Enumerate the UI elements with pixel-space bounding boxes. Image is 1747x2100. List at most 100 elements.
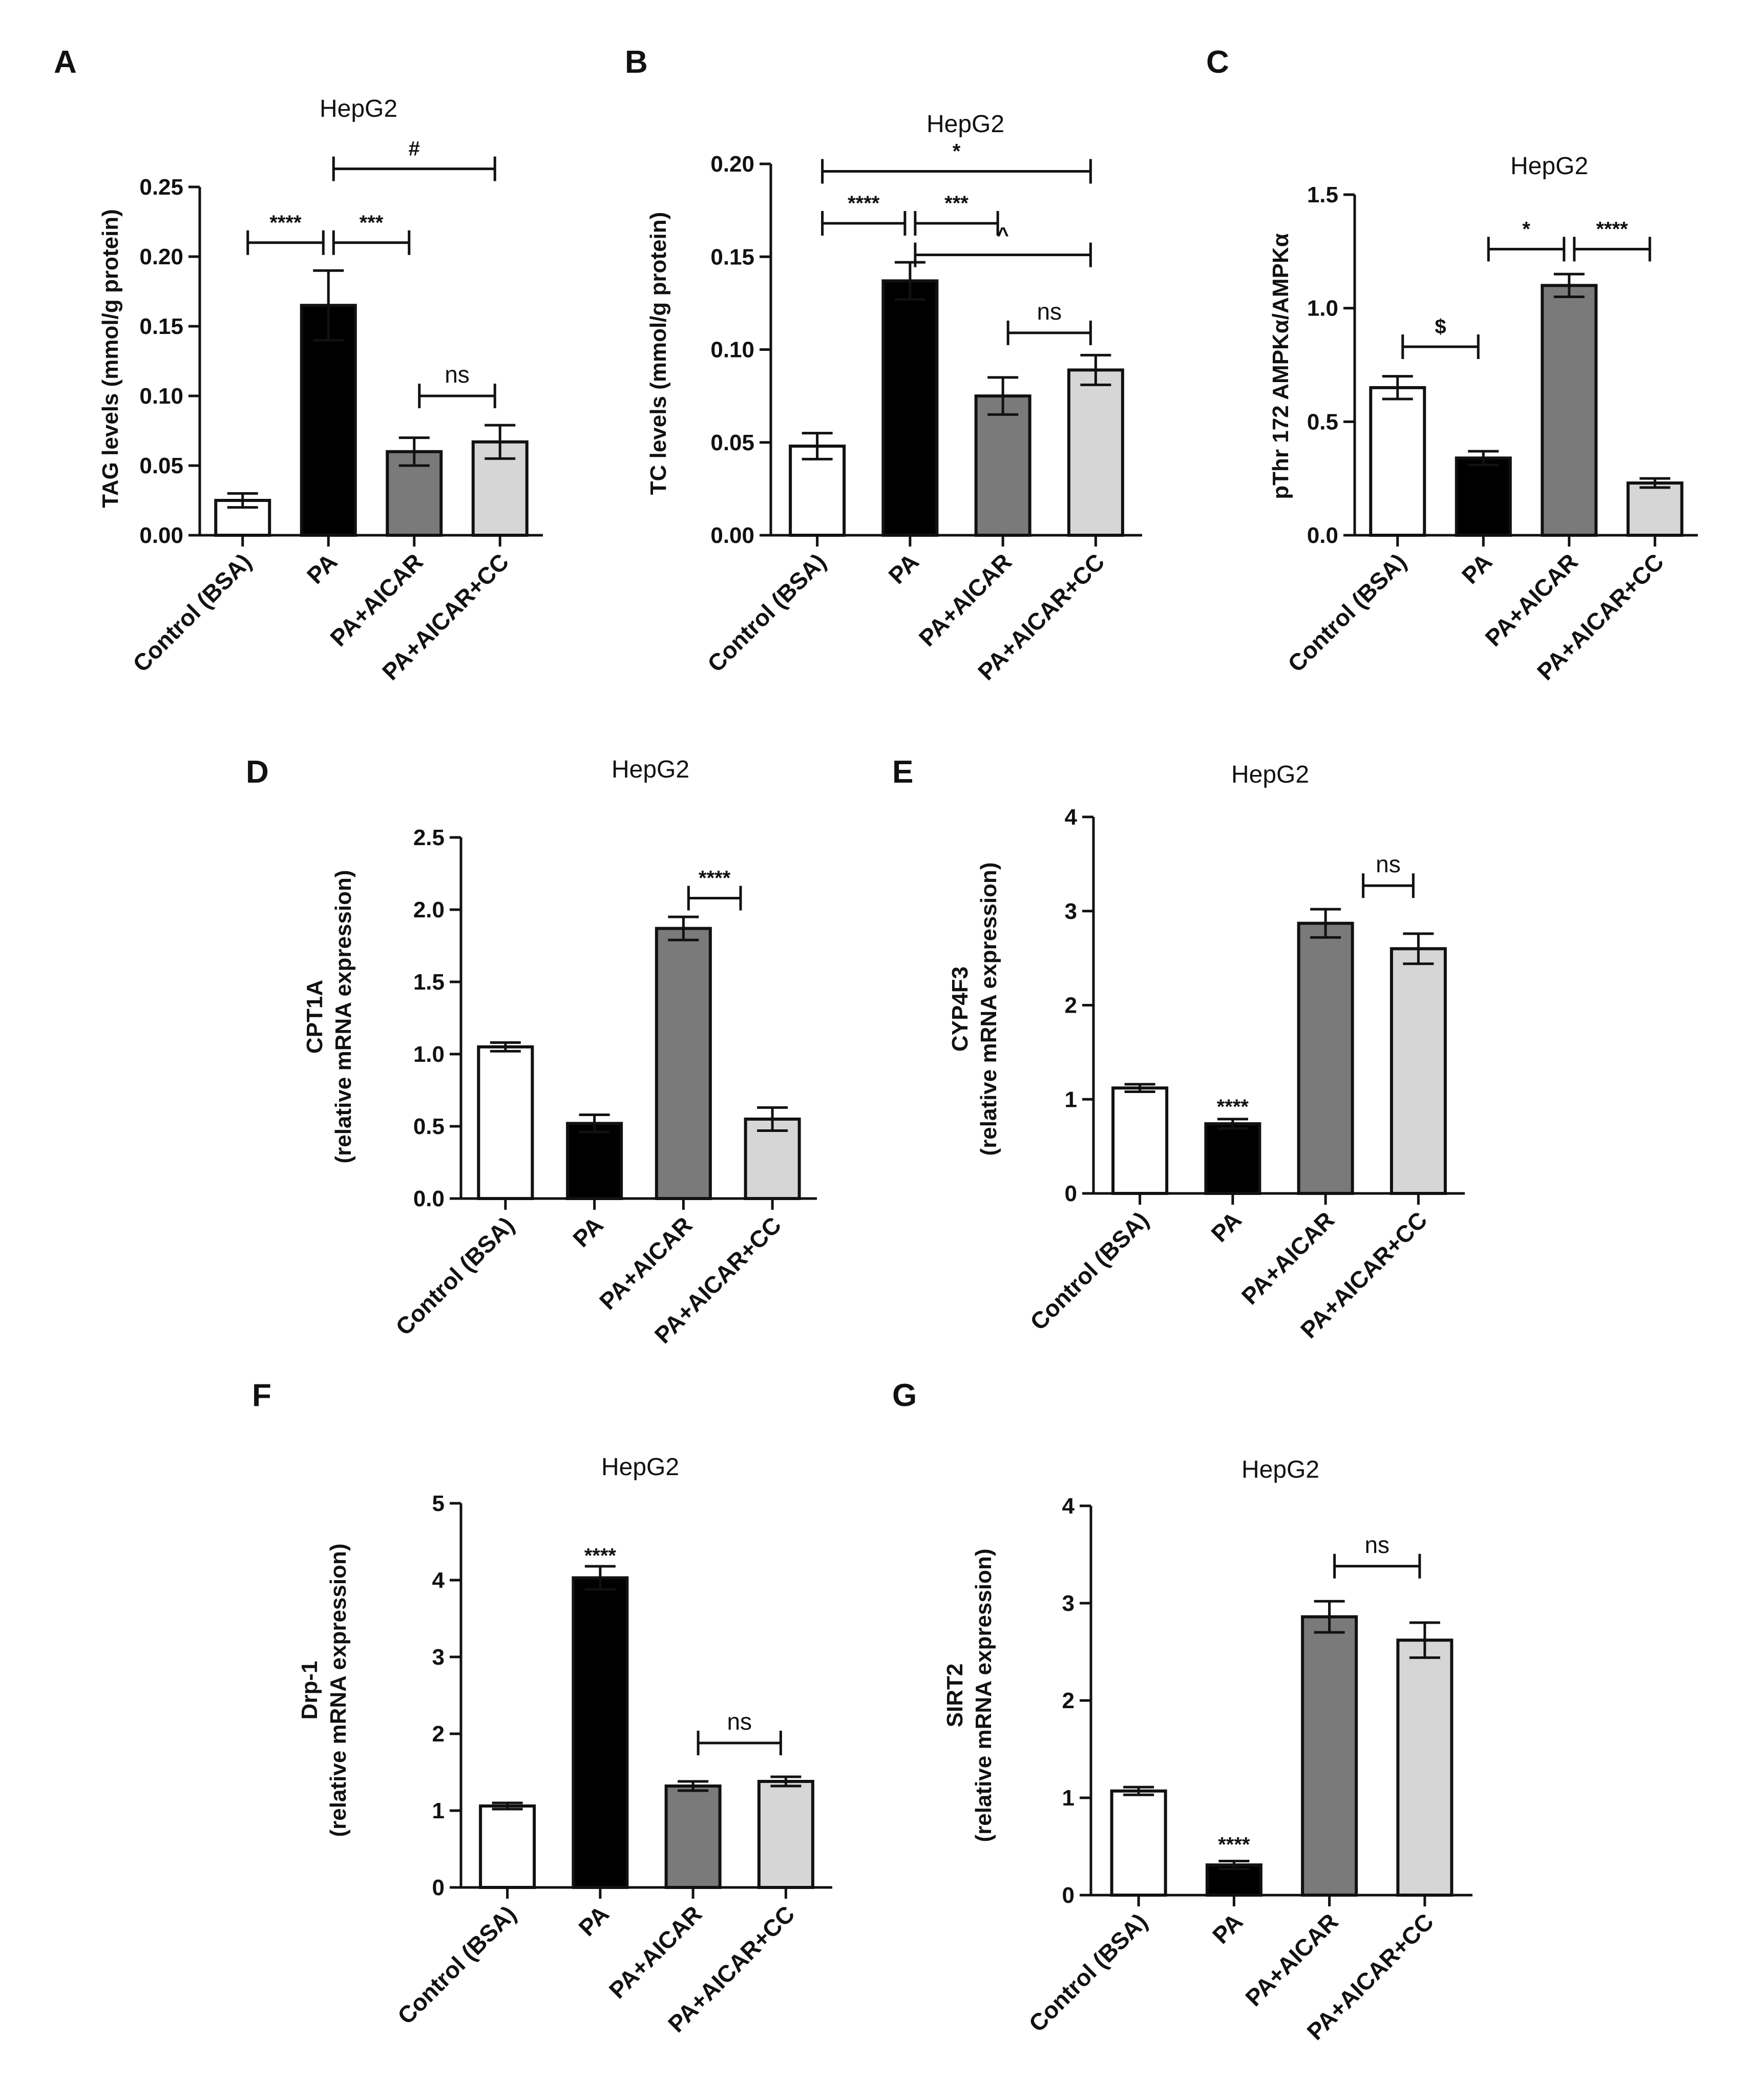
y-axis-label-line: Drp-1 xyxy=(297,1661,322,1720)
bar-pa-aicar-cc xyxy=(1396,1639,1454,1897)
y-tick-label: 1.5 xyxy=(1307,182,1338,207)
y-tick-label: 1 xyxy=(432,1798,445,1823)
bar-pa-aicar xyxy=(1541,284,1598,537)
y-axis-label: CYP4F3 (relative mRNA expression) xyxy=(948,862,1001,1156)
significance-label: ^ xyxy=(997,224,1008,246)
bar-pa-aicar xyxy=(974,394,1032,537)
y-tick-label: 0.0 xyxy=(1307,523,1338,548)
bar-pa xyxy=(572,1576,629,1889)
significance-marker: **** xyxy=(584,1545,617,1567)
y-tick-label: 0.10 xyxy=(139,384,183,409)
y-tick-label: 2.5 xyxy=(413,825,445,850)
significance-marker: **** xyxy=(1217,1096,1249,1118)
y-axis-label: TAG levels (mmol/g protein) xyxy=(98,209,123,508)
bar-pa xyxy=(1204,1122,1261,1195)
significance-label: # xyxy=(409,138,420,160)
y-tick-label: 0.05 xyxy=(139,453,183,478)
bar-pa-aicar xyxy=(1297,921,1354,1195)
y-tick-label: 2 xyxy=(1065,993,1077,1018)
significance-label: $ xyxy=(1435,316,1446,338)
y-tick-label: 0.5 xyxy=(413,1114,445,1139)
y-axis-label: Drp-1 (relative mRNA expression) xyxy=(297,1543,351,1837)
y-axis-label: TC levels (mmol/g protein) xyxy=(646,212,671,495)
bar-pa-aicar xyxy=(664,1784,722,1889)
y-tick-label: 1 xyxy=(1062,1786,1075,1811)
y-tick-label: 2 xyxy=(1062,1688,1075,1713)
significance-label: *** xyxy=(944,192,969,215)
y-tick-label: 0 xyxy=(432,1875,445,1900)
y-axis-label: SIRT2 (relative mRNA expression) xyxy=(942,1548,996,1842)
y-axis-label-line: (relative mRNA expression) xyxy=(326,1543,351,1837)
y-tick-label: 4 xyxy=(432,1568,445,1593)
bar-pa-aicar xyxy=(1301,1615,1358,1897)
bar-control-bsa- xyxy=(1369,386,1426,537)
y-tick-label: 0.20 xyxy=(139,244,183,269)
significance-label: **** xyxy=(699,867,731,889)
significance-label: **** xyxy=(848,192,880,215)
chart-title: HepG2 xyxy=(601,1454,679,1481)
significance-label: ns xyxy=(1037,298,1062,325)
y-tick-label: 0.00 xyxy=(710,523,754,548)
significance-label: *** xyxy=(360,212,384,234)
y-tick-label: 0 xyxy=(1065,1181,1077,1206)
significance-marker: **** xyxy=(1218,1834,1250,1856)
y-tick-label: 3 xyxy=(432,1645,445,1670)
y-axis-label-line: CPT1A xyxy=(302,980,327,1054)
bar-pa-aicar-cc xyxy=(1626,481,1683,537)
bar-pa xyxy=(1455,456,1512,537)
bar-pa-aicar-cc xyxy=(1067,368,1124,537)
y-tick-label: 1.0 xyxy=(413,1042,445,1067)
chart-title: HepG2 xyxy=(1231,761,1309,788)
significance-label: ns xyxy=(1364,1531,1390,1558)
y-tick-label: 5 xyxy=(432,1491,445,1516)
y-tick-label: 4 xyxy=(1065,805,1078,830)
bar-pa-aicar-cc xyxy=(757,1780,814,1889)
y-tick-label: 0.5 xyxy=(1307,409,1338,434)
panel-letter: D xyxy=(246,754,269,790)
panel-letter: G xyxy=(892,1378,917,1413)
y-tick-label: 0.25 xyxy=(139,175,183,200)
bar-control-bsa- xyxy=(1111,1086,1169,1195)
chart-title: HepG2 xyxy=(927,111,1004,138)
y-axis-label-line: SIRT2 xyxy=(942,1664,967,1728)
significance-label: * xyxy=(953,140,961,163)
y-tick-label: 1 xyxy=(1065,1087,1077,1112)
panel-letter: C xyxy=(1206,45,1229,80)
bar-control-bsa- xyxy=(1110,1789,1167,1897)
bar-control-bsa- xyxy=(477,1045,534,1201)
significance-label: ns xyxy=(445,361,470,388)
chart-title: HepG2 xyxy=(1510,153,1588,180)
y-tick-label: 2 xyxy=(432,1721,445,1747)
bar-pa-aicar xyxy=(655,927,712,1201)
y-tick-label: 1.5 xyxy=(413,970,445,995)
bar-control-bsa- xyxy=(479,1804,536,1889)
chart-title: HepG2 xyxy=(320,95,397,122)
chart-title: HepG2 xyxy=(1241,1456,1319,1483)
panel-letter: E xyxy=(892,754,913,790)
significance-label: ns xyxy=(1376,851,1401,877)
y-tick-label: 3 xyxy=(1065,899,1077,924)
panel-letter: F xyxy=(252,1378,271,1413)
bar-pa xyxy=(566,1122,623,1201)
y-tick-label: 1.0 xyxy=(1307,296,1338,321)
y-axis-label-line: (relative mRNA expression) xyxy=(971,1548,996,1842)
y-tick-label: 0.00 xyxy=(139,523,183,548)
y-axis-label-line: TAG levels (mmol/g protein) xyxy=(98,209,123,508)
y-tick-label: 4 xyxy=(1062,1494,1075,1519)
panel-letter: A xyxy=(54,45,77,80)
chart-panel-a: A HepG2 TAG levels (mmol/g protein) 0.00 0.0… xyxy=(54,45,543,685)
y-axis-label-line: (relative mRNA expression) xyxy=(976,862,1001,1156)
y-tick-label: 0.15 xyxy=(139,314,183,339)
y-axis-label-line: pThr 172 AMPKα/AMPKα xyxy=(1268,233,1293,499)
y-tick-label: 3 xyxy=(1062,1591,1075,1616)
significance-label: * xyxy=(1522,218,1530,240)
y-tick-label: 0.0 xyxy=(413,1186,445,1211)
bar-pa-aicar-cc xyxy=(1390,947,1447,1195)
y-tick-label: 2.0 xyxy=(413,897,445,922)
significance-label: **** xyxy=(1596,218,1628,240)
bar-pa xyxy=(881,279,939,537)
chart-title: HepG2 xyxy=(612,756,689,783)
y-tick-label: 0.15 xyxy=(710,244,754,269)
